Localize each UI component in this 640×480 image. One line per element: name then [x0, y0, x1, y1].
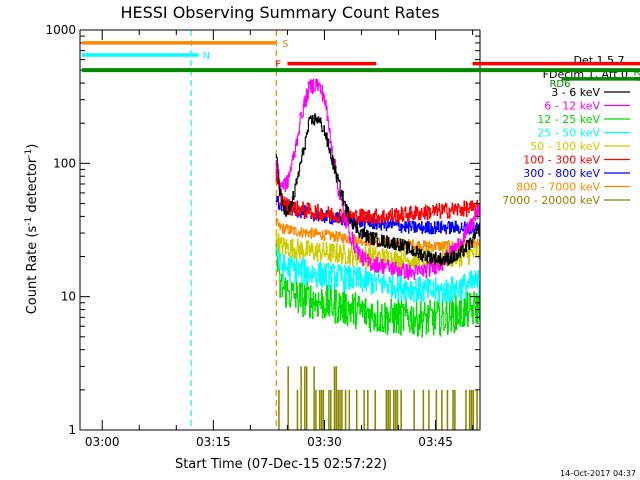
- count-bar: [413, 389, 415, 430]
- count-bar: [313, 366, 315, 430]
- flag-bars: S N F RD0 RD6: [82, 39, 640, 90]
- legend-label: 12 - 25 keV: [537, 113, 600, 126]
- series-25-50kev: [275, 247, 480, 303]
- count-bar: [396, 389, 399, 430]
- flag-label-f: F: [275, 60, 281, 71]
- y-tick-label: 1: [68, 423, 76, 437]
- legend-label: 7000 - 20000 keV: [502, 194, 600, 207]
- count-bar: [446, 389, 449, 430]
- count-bar: [348, 389, 351, 430]
- flag-label-rd0: RD0: [634, 68, 640, 79]
- plot-frame: [79, 29, 481, 431]
- legend-label: 50 - 100 keV: [530, 140, 600, 153]
- x-tick-label: 03:15: [196, 435, 231, 449]
- flag-label-rd6: RD6: [549, 79, 570, 90]
- series-7000-20000-kev: [278, 366, 478, 430]
- count-bar: [296, 389, 299, 430]
- count-bar: [330, 389, 332, 430]
- count-bar: [341, 389, 343, 430]
- count-bar: [328, 389, 330, 430]
- y-tick-label: 10: [61, 290, 76, 304]
- chart-title: HESSI Observing Summary Count Rates: [120, 3, 439, 22]
- flag-label-n: N: [203, 51, 210, 62]
- timestamp: 14-Oct-2017 04:37: [560, 469, 636, 478]
- count-bar: [470, 389, 473, 430]
- count-bar: [278, 389, 280, 430]
- count-bar: [363, 389, 365, 430]
- count-bar: [318, 389, 321, 430]
- x-axis-label: Start Time (07-Dec-15 02:57:22): [175, 457, 387, 472]
- count-bar: [465, 389, 467, 430]
- x-tick-label: 03:00: [85, 435, 120, 449]
- count-bar: [300, 366, 302, 430]
- count-bar: [441, 389, 443, 430]
- count-bar: [452, 389, 454, 430]
- tick-marks: [80, 29, 480, 431]
- x-tick-label: 03:45: [418, 435, 453, 449]
- legend-label: 100 - 300 keV: [523, 154, 600, 167]
- legend-label: 300 - 800 keV: [523, 167, 600, 180]
- count-bar: [422, 389, 425, 430]
- y-tick-label: 1000: [45, 23, 76, 37]
- count-bar: [337, 389, 339, 430]
- series-3-6kev: [275, 113, 480, 267]
- count-bar: [428, 389, 430, 430]
- count-bar: [385, 389, 388, 430]
- count-bar: [476, 389, 478, 430]
- count-bar: [454, 389, 456, 430]
- legend-label: 25 - 50 keV: [537, 127, 600, 140]
- count-bar: [394, 389, 397, 430]
- count-bar: [287, 366, 289, 430]
- series-6-12kev: [275, 78, 480, 281]
- count-bar: [344, 389, 347, 430]
- count-bar: [355, 389, 358, 430]
- count-bar: [468, 389, 471, 430]
- count-bar: [335, 366, 338, 430]
- plot-area: [190, 30, 480, 430]
- count-bar: [435, 389, 438, 430]
- flag-label-s: S: [282, 39, 288, 50]
- count-bar: [304, 366, 306, 430]
- y-tick-label: 100: [53, 156, 76, 170]
- legend-label: 800 - 7000 keV: [516, 181, 600, 194]
- count-bar: [320, 389, 323, 430]
- count-bar: [389, 389, 391, 430]
- legend-label: 6 - 12 keV: [544, 100, 600, 113]
- axes: [79, 29, 481, 431]
- count-bar: [387, 389, 389, 430]
- count-bar: [305, 366, 308, 430]
- count-bar: [339, 389, 341, 430]
- count-bar: [472, 389, 475, 430]
- x-tick-label: 03:30: [307, 435, 342, 449]
- y-axis-label: Count Rate (s-1 detector-1): [24, 144, 40, 315]
- count-bar: [322, 389, 325, 430]
- count-bar: [333, 366, 336, 430]
- count-bar: [374, 389, 376, 430]
- count-bar: [400, 389, 402, 430]
- series-800-7000kev: [275, 217, 480, 252]
- count-bar: [367, 389, 369, 430]
- series-50-100kev: [275, 229, 480, 271]
- tick-labels: 03:00 03:15 03:30 03:45 1 10 100 1000: [45, 23, 452, 449]
- count-bar: [392, 389, 395, 430]
- legend-label: 3 - 6 keV: [551, 86, 600, 99]
- count-bar: [315, 389, 317, 430]
